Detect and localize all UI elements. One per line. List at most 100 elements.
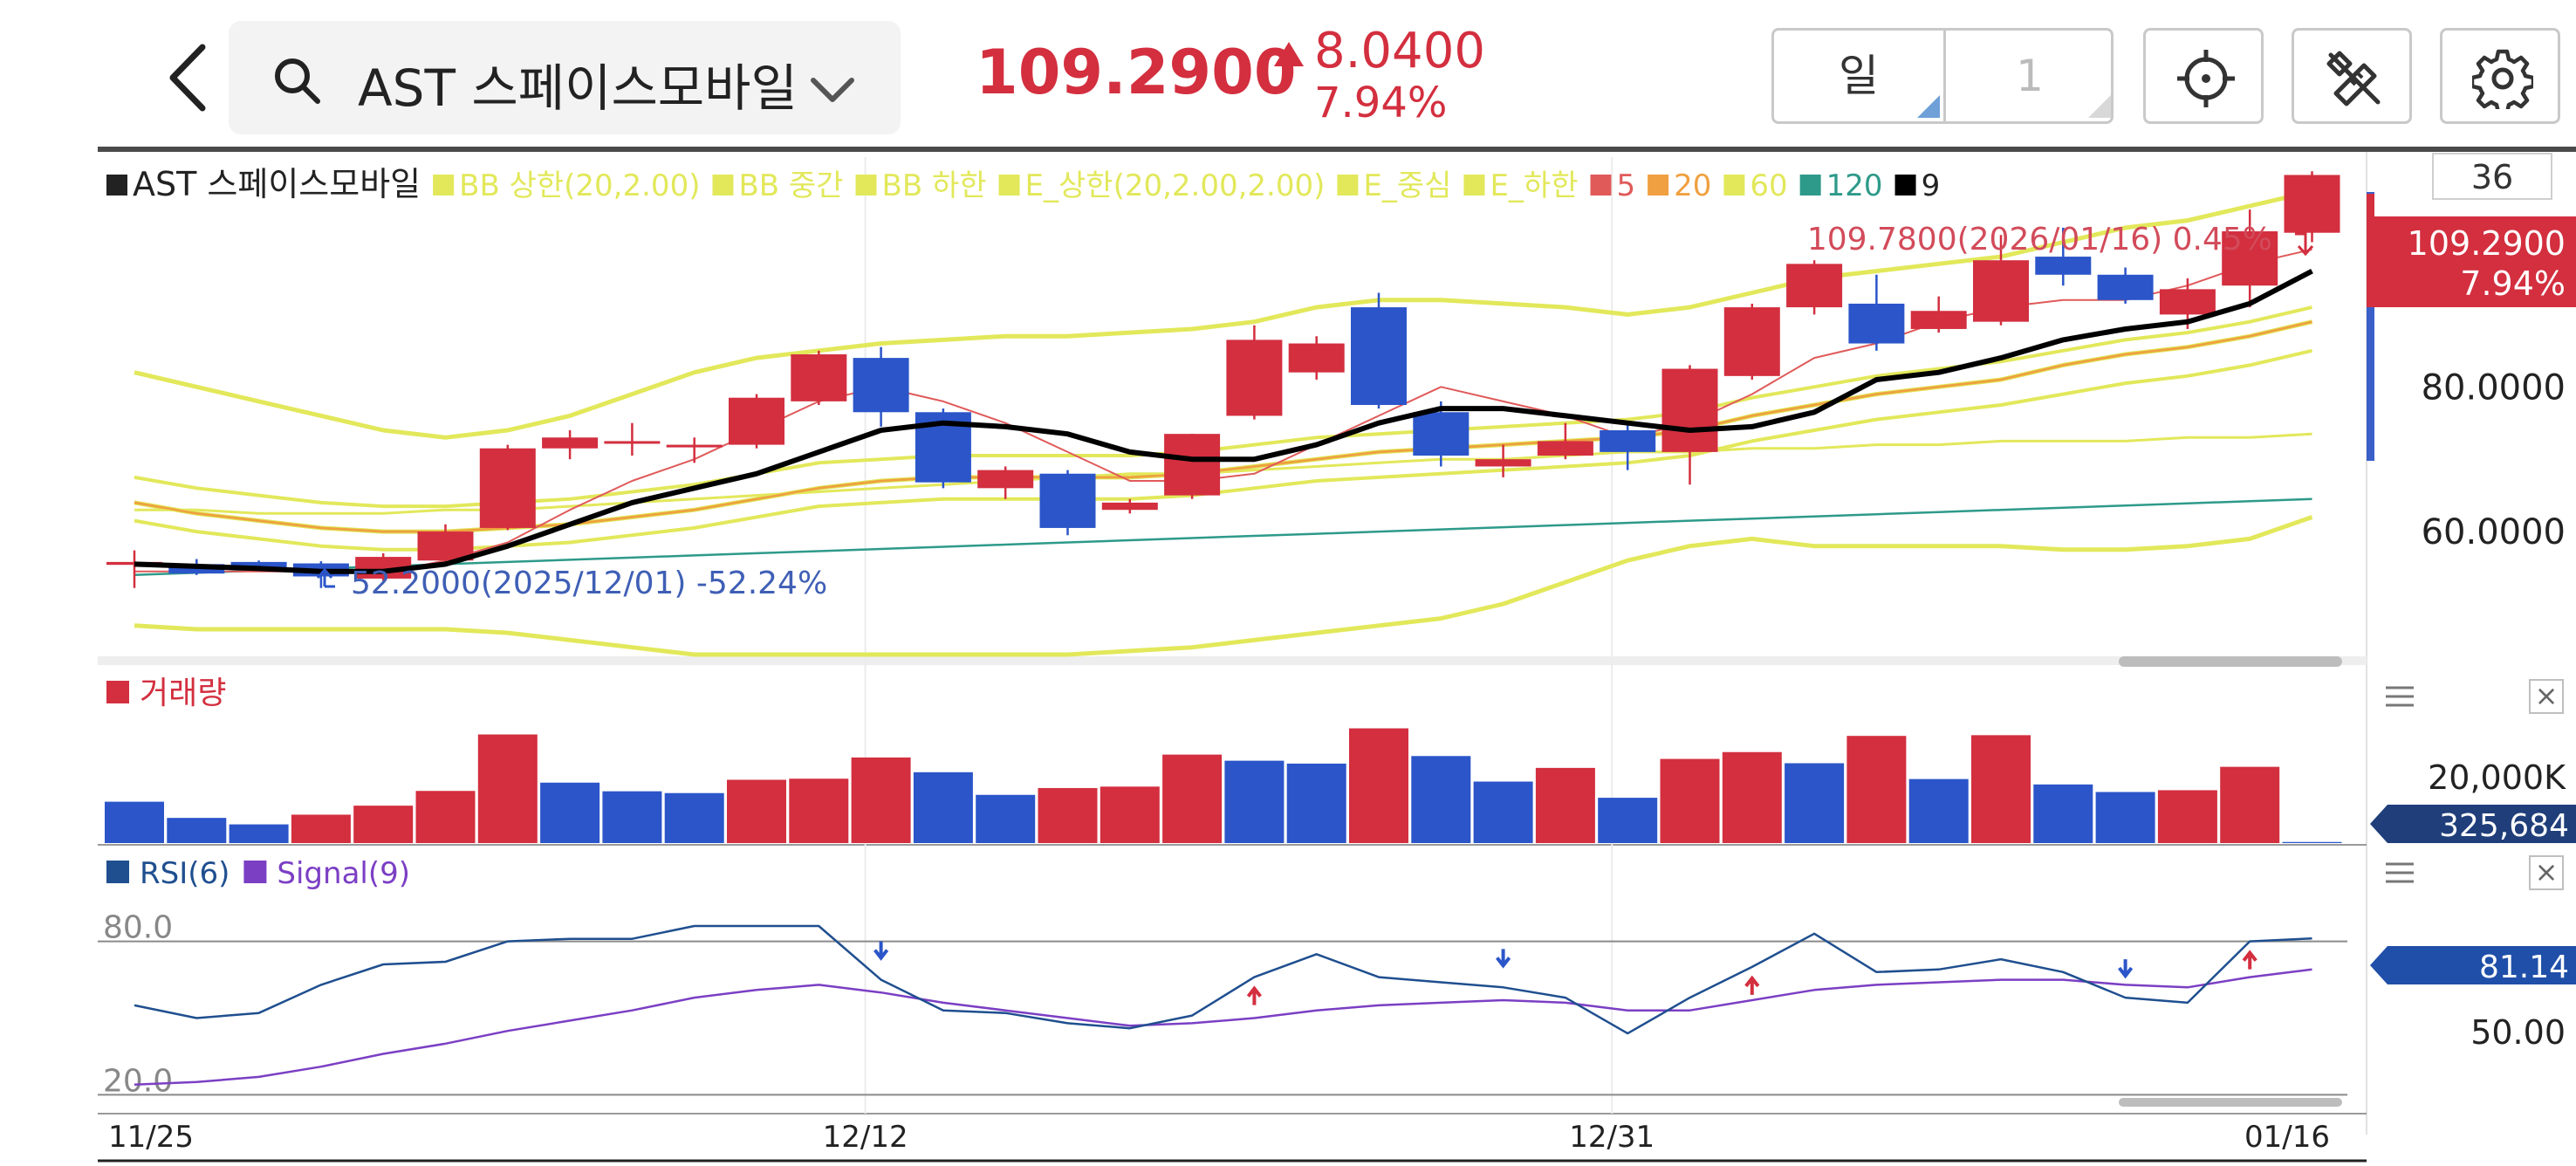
volume-bar: [540, 782, 600, 843]
rsi-last-value: 81.14: [2479, 950, 2569, 985]
volume-bar: [1598, 798, 1658, 843]
candle-body: [2159, 289, 2216, 315]
divider: [1943, 31, 1946, 121]
volume-bar: [477, 734, 538, 843]
candle-body: [1537, 441, 1593, 456]
period-count-input[interactable]: 1: [2016, 51, 2044, 101]
legend-label: AST 스페이스모바일: [133, 165, 421, 203]
current-price-badge-percent: 7.94%: [2460, 264, 2566, 303]
dropdown-corner-icon: [2088, 95, 2111, 118]
chevron-left-icon: [169, 44, 206, 112]
volume-bar: [1162, 754, 1223, 843]
legend-swatch: [998, 175, 1020, 195]
candle-body: [2097, 274, 2154, 300]
x-tick-label: 12/12: [823, 1120, 908, 1155]
volume-bar: [105, 801, 164, 843]
volume-bar: [2220, 766, 2280, 843]
rsi-panel-scrollbar[interactable]: [2119, 1098, 2342, 1107]
rsi-reference-label: 80.0: [103, 910, 173, 946]
legend-label: E_중심: [1363, 168, 1451, 203]
panel-separator: [98, 656, 2367, 665]
candle-body: [230, 561, 287, 570]
y-tick-label: 80.0000: [2422, 367, 2566, 408]
candle-body: [791, 353, 847, 401]
price-change-percent: 7.94%: [1314, 79, 1448, 127]
high-arrow-icon: [2295, 232, 2314, 257]
candle-body: [2222, 231, 2278, 286]
hamburger-icon: [2386, 862, 2414, 883]
rsi-legend-swatch: [106, 861, 129, 883]
rsi-tick-label: 50.00: [2470, 1013, 2566, 1052]
volume-bar: [291, 814, 351, 843]
rsi-panel-close-button[interactable]: ×: [2529, 855, 2564, 890]
bb-lower-line: [134, 515, 2313, 657]
candle-body: [542, 437, 599, 449]
legend-swatch: [1590, 175, 1612, 195]
volume-last-value: 325,684: [2439, 808, 2569, 844]
legend-label: E_하한: [1490, 168, 1578, 203]
candle-body: [853, 358, 909, 413]
legend-label: 120: [1826, 168, 1883, 203]
buy-signal-arrow-icon: [2242, 950, 2257, 970]
legend-label: 20: [1674, 168, 1711, 203]
volume-bar: [1411, 756, 1471, 843]
ma9-line: [134, 268, 2313, 574]
legend-label: E_상한(20,2.00,2.00): [1025, 168, 1326, 203]
legend-swatch: [1648, 175, 1669, 195]
rsi-legend-label: Signal(9): [277, 856, 410, 891]
current-price-badge-value: 109.2900: [2408, 224, 2566, 263]
candle-body: [1039, 473, 1096, 528]
candle-body: [1661, 368, 1718, 452]
volume-bar: [976, 794, 1036, 843]
volume-tick-label: 20,000K: [2428, 758, 2566, 797]
settings-button[interactable]: [2440, 28, 2560, 124]
stock-chart[interactable]: 36 AST 스페이스모바일 BB 상한(20,2.00) BB 중간 BB 하한 E_상…: [0, 152, 2576, 1166]
candle-body: [1910, 311, 1967, 329]
legend-swatch: [106, 175, 127, 195]
candle-body: [977, 470, 1034, 489]
legend-swatch: [1799, 175, 1821, 195]
volume-bar: [415, 791, 476, 843]
price-panel-scrollbar[interactable]: [2119, 656, 2342, 667]
sell-signal-arrow-icon: [2118, 959, 2134, 979]
stock-search-box[interactable]: AST 스페이스모바일: [229, 21, 901, 134]
volume-bar: [1349, 728, 1408, 843]
search-icon: [275, 58, 320, 104]
volume-bar: [1660, 758, 1720, 843]
volume-bar: [1846, 736, 1907, 843]
period-unit-dropdown[interactable]: 일: [1839, 51, 1879, 101]
visible-count: 36: [2471, 158, 2513, 196]
buy-signal-arrow-icon: [1744, 975, 1760, 995]
back-button[interactable]: [157, 38, 218, 117]
candle-body: [1848, 303, 1905, 344]
volume-bar: [2095, 792, 2155, 843]
close-icon: ×: [2534, 855, 2559, 888]
candle-body: [417, 532, 474, 561]
signal-line: [134, 968, 2312, 1086]
candle-body: [604, 441, 661, 444]
legend-swatch: [1894, 175, 1916, 195]
legend-swatch: [855, 175, 877, 195]
sell-signal-arrow-icon: [1496, 949, 1511, 969]
buy-signal-arrow-icon: [1246, 985, 1262, 1005]
candle-body: [1475, 459, 1531, 467]
volume-bar: [1908, 778, 1969, 843]
candle-body: [1786, 264, 1843, 308]
rsi-reference-label: 20.0: [103, 1063, 173, 1099]
volume-panel-close-button[interactable]: ×: [2529, 679, 2564, 714]
triangle-up-icon: [1274, 42, 1304, 66]
legend-swatch: [1723, 175, 1745, 195]
volume-panel-menu-button[interactable]: [2382, 684, 2417, 710]
volume-bar: [2282, 841, 2342, 843]
volume-bar: [2033, 784, 2093, 843]
ma120-line: [134, 497, 2312, 577]
candle-body: [106, 561, 162, 566]
drawing-tools-button[interactable]: [2292, 28, 2412, 124]
legend-label: BB 상한(20,2.00): [459, 168, 700, 203]
rsi-panel-menu-button[interactable]: [2382, 861, 2417, 887]
legend-label: 5: [1616, 168, 1635, 203]
x-tick-label: 11/25: [108, 1120, 194, 1155]
gear-icon: [2472, 49, 2533, 109]
crosshair-button[interactable]: [2143, 28, 2264, 124]
candle-body: [1413, 412, 1470, 456]
